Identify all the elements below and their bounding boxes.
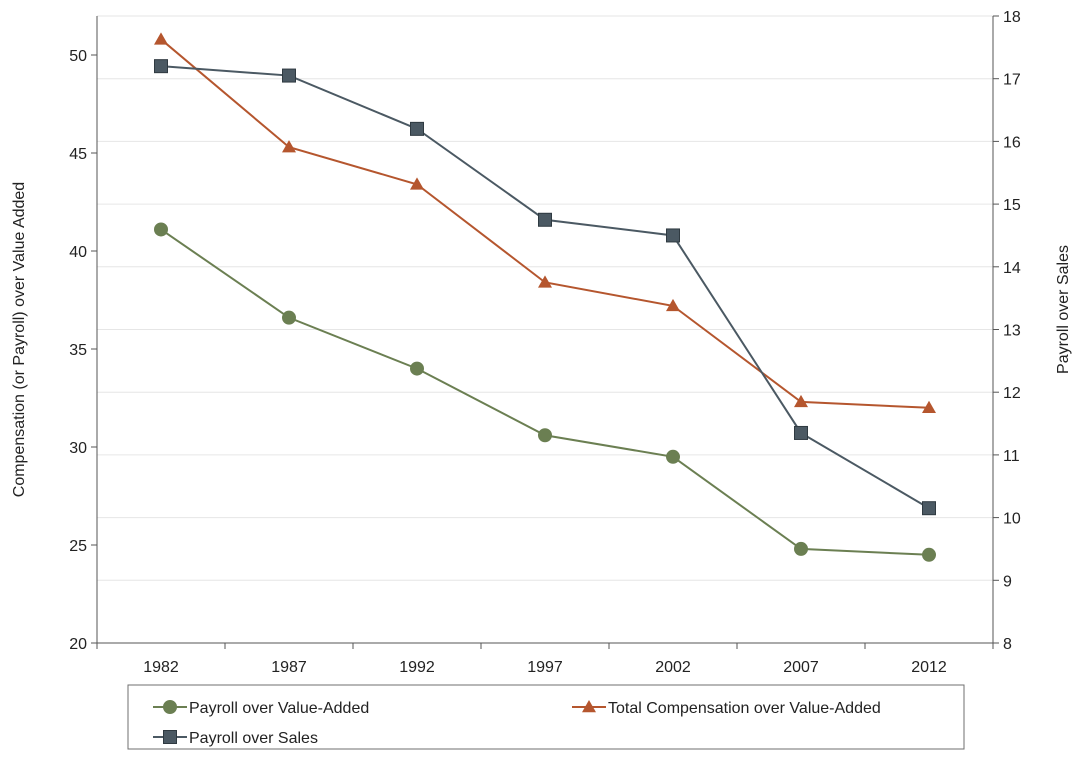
right-tick-label: 18 [1003,9,1021,26]
label-layer: Compensation (or Payroll) over Value Add… [11,182,1072,497]
axes-layer: 20 25 30 35 40 45 50 8 9 10 11 12 13 14 15 16 17 18 1982 19… [69,9,1021,676]
right-tick-label: 9 [1003,573,1012,590]
data-point [666,449,680,464]
x-tick-label: 2007 [783,659,819,676]
legend-label: Payroll over Value-Added [189,700,369,717]
data-point [538,428,552,443]
right-tick-label: 12 [1003,385,1021,402]
legend-marker [163,700,177,714]
left-tick-label: 30 [69,440,87,457]
legend: Payroll over Value-Added Total Compensati… [127,684,965,750]
right-tick-label: 17 [1003,72,1021,89]
x-tick-label: 1997 [527,659,563,676]
legend-item: Total Compensation over Value-Added [572,700,881,717]
legend-label: Total Compensation over Value-Added [608,700,881,717]
data-point [154,59,168,74]
right-tick-label: 10 [1003,511,1021,528]
data-point [666,228,680,243]
right-axis-title: Payroll over Sales [1055,245,1072,374]
data-point [538,275,552,288]
left-tick-label: 50 [69,48,87,65]
data-point [282,68,296,83]
left-tick-label: 20 [69,636,87,653]
data-point [922,547,936,562]
left-axis-title: Compensation (or Payroll) over Value Add… [11,182,28,497]
legend-item: Payroll over Sales [153,730,318,747]
series-1 [154,222,936,562]
right-tick-label: 8 [1003,636,1012,653]
left-tick-label: 35 [69,342,87,359]
left-tick-label: 25 [69,538,87,555]
grid-layer [97,15,993,581]
series-layer [154,32,936,562]
right-tick-label: 16 [1003,134,1021,151]
data-point [410,121,424,136]
x-tick-label: 1992 [399,659,435,676]
legend-label: Payroll over Sales [189,730,318,747]
x-tick-label: 2002 [655,659,691,676]
x-tick-label: 1987 [271,659,307,676]
data-point [922,400,936,414]
data-point [794,425,808,440]
series-3 [154,59,936,516]
data-point [538,212,552,227]
data-point [410,177,424,190]
legend-marker [163,730,177,744]
left-tick-label: 40 [69,244,87,261]
right-tick-label: 14 [1003,260,1021,277]
data-point [922,501,936,516]
data-point [282,140,296,153]
x-tick-label: 1982 [143,659,179,676]
right-tick-label: 15 [1003,197,1021,214]
data-point [282,310,296,325]
right-tick-label: 11 [1003,448,1020,465]
data-point [794,394,808,408]
left-tick-label: 45 [69,146,87,163]
x-tick-label: 2012 [911,659,947,676]
series-2 [154,32,936,414]
data-point [154,222,168,237]
data-point [410,361,424,376]
data-point [154,32,168,45]
legend-box [127,684,965,750]
data-point [794,541,808,556]
data-point [666,298,680,312]
legend-item: Payroll over Value-Added [153,700,369,717]
legend-marker [582,700,596,713]
right-tick-label: 13 [1003,323,1021,340]
